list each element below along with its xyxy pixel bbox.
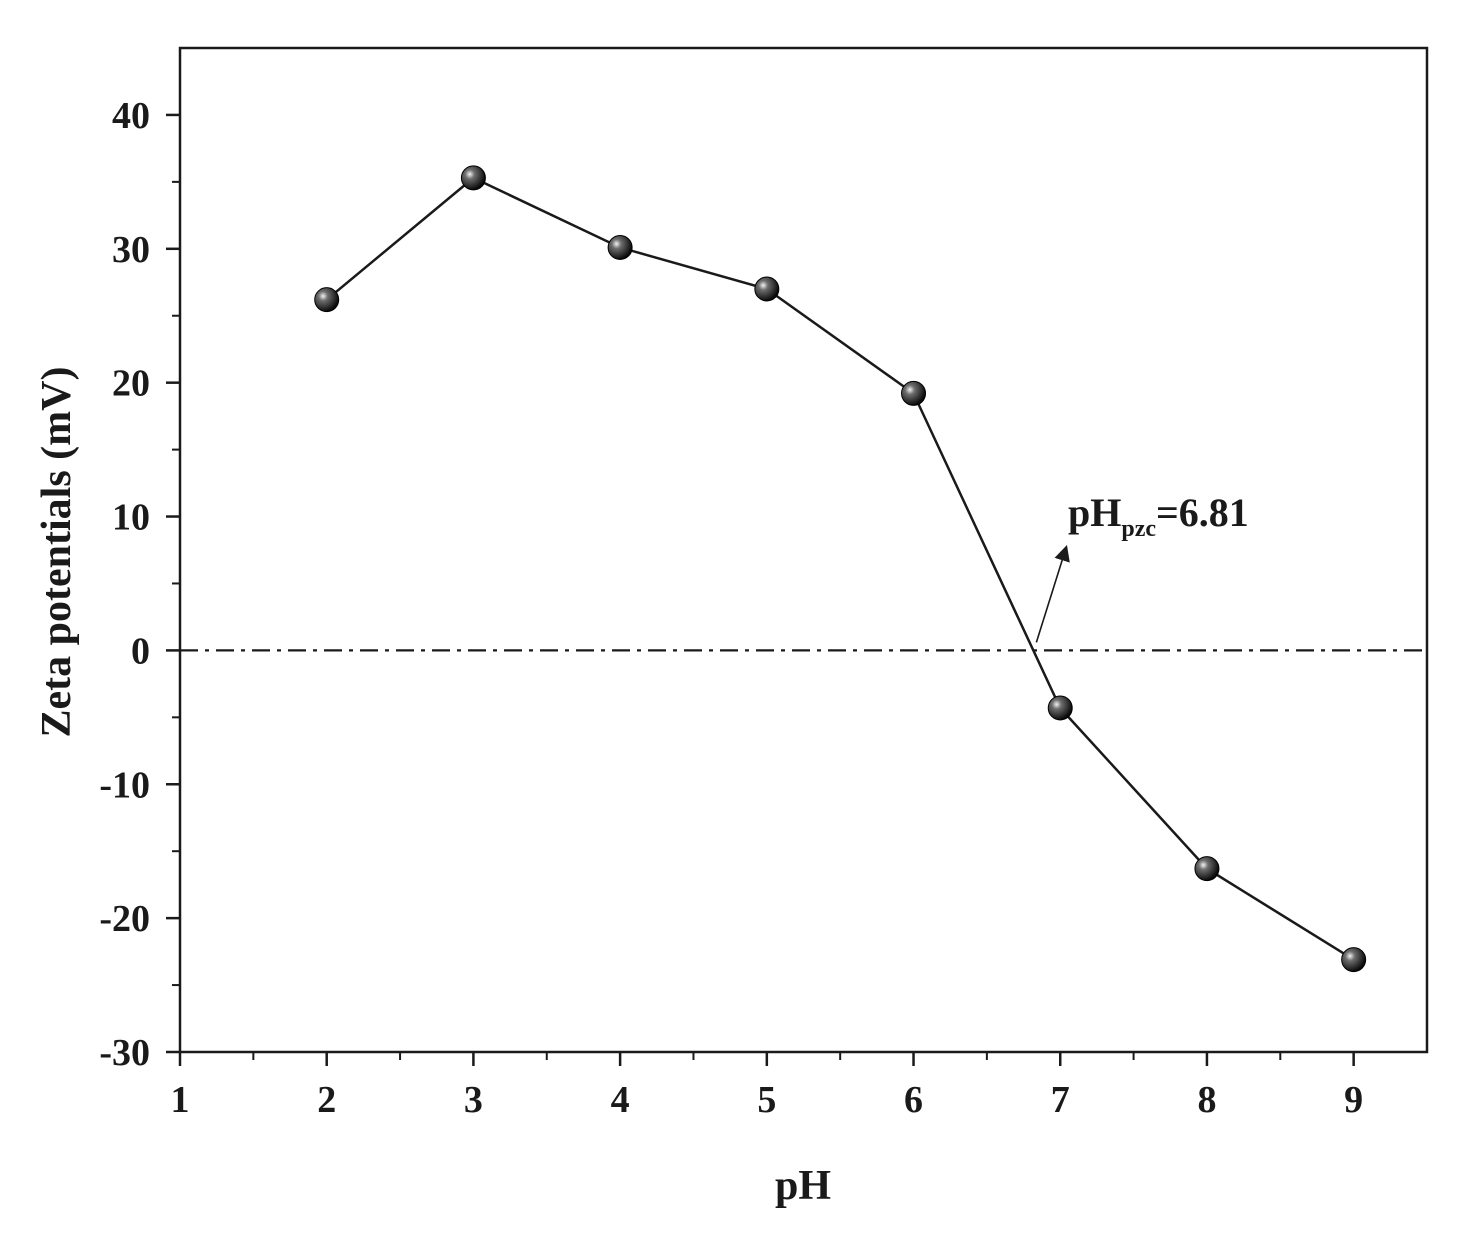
data-point <box>901 380 927 406</box>
x-tick-label: 7 <box>1051 1079 1070 1121</box>
data-point <box>1341 947 1367 973</box>
y-axis-ticks: -30 -20 -10 0 10 20 30 40 <box>99 95 180 1074</box>
y-tick-label: -10 <box>99 764 150 806</box>
x-axis-ticks: 1 2 3 4 5 6 7 8 9 <box>171 1052 1363 1121</box>
y-tick-label: 40 <box>112 95 150 137</box>
pzc-annotation-suffix: =6.81 <box>1156 490 1249 535</box>
data-point <box>754 276 780 302</box>
x-tick-label: 6 <box>904 1079 923 1121</box>
y-axis-title: Zeta potentials (mV) <box>34 367 80 738</box>
x-tick-label: 2 <box>317 1079 336 1121</box>
data-point <box>460 165 486 191</box>
pzc-annotation-arrow <box>1035 544 1070 643</box>
x-axis-title: pH <box>775 1163 831 1209</box>
pzc-annotation-subscript: pzc <box>1121 516 1156 542</box>
data-series <box>314 165 1367 973</box>
series-line <box>325 176 1355 961</box>
x-tick-label: 8 <box>1197 1079 1216 1121</box>
x-tick-label: 5 <box>757 1079 776 1121</box>
x-tick-label: 1 <box>171 1079 190 1121</box>
plot-area-border <box>178 46 1429 1054</box>
x-tick-label: 3 <box>464 1079 483 1121</box>
pzc-annotation-main: pH <box>1068 490 1121 535</box>
y-tick-label: 30 <box>112 229 150 271</box>
y-tick-label: 0 <box>131 630 150 672</box>
y-tick-label: -30 <box>99 1032 150 1074</box>
pzc-annotation: pHpzc=6.81 <box>1035 490 1249 643</box>
data-point <box>314 287 340 313</box>
y-tick-label: 20 <box>112 363 150 405</box>
data-point <box>607 234 633 260</box>
x-tick-label: 9 <box>1344 1079 1363 1121</box>
plot-frame <box>178 46 1429 1054</box>
y-tick-label: -20 <box>99 898 150 940</box>
x-tick-label: 4 <box>611 1079 630 1121</box>
pzc-annotation-label: pHpzc=6.81 <box>1068 490 1249 542</box>
data-point <box>1194 856 1220 882</box>
y-tick-label: 10 <box>112 497 150 539</box>
data-point <box>1047 695 1073 721</box>
